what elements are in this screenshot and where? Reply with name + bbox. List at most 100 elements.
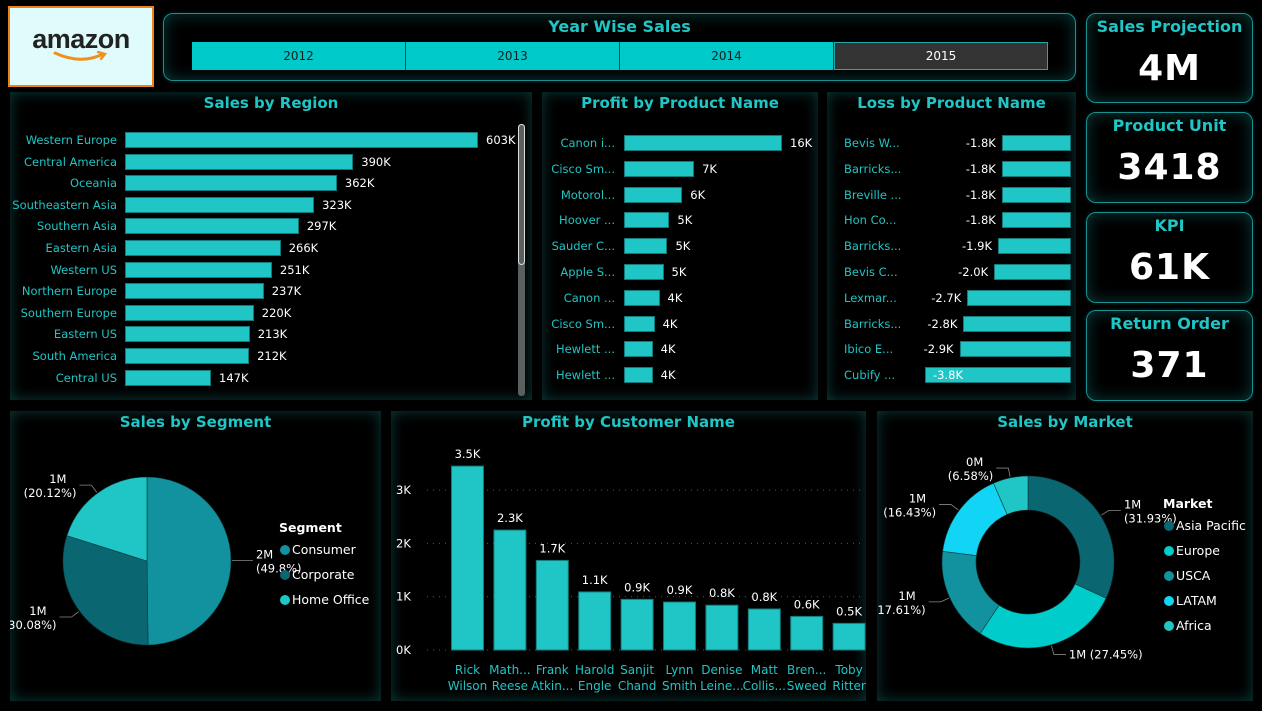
bar[interactable] <box>624 367 653 384</box>
bar[interactable] <box>125 196 315 213</box>
bar-row[interactable]: Barricks... -2.8K <box>827 314 1072 335</box>
bar-row[interactable]: Bevis W... -1.8K <box>827 133 1072 154</box>
bar[interactable] <box>747 608 781 651</box>
legend-item[interactable]: USCA <box>1164 568 1211 583</box>
bar[interactable] <box>493 529 527 651</box>
legend-label: USCA <box>1176 568 1211 583</box>
bar[interactable] <box>624 160 695 177</box>
bar-row[interactable]: Lexmar... -2.7K <box>827 288 1072 309</box>
legend-item[interactable]: Europe <box>1164 543 1220 558</box>
bar-row[interactable]: Canon i... 16K <box>542 133 812 154</box>
bar-row[interactable]: Hewlett ... 4K <box>542 365 812 386</box>
bar[interactable] <box>967 289 1071 306</box>
bar[interactable] <box>963 315 1071 332</box>
bar[interactable] <box>624 238 668 255</box>
legend-item[interactable]: Asia Pacific <box>1164 518 1246 533</box>
scrollbar-thumb[interactable] <box>518 124 525 265</box>
bar-row[interactable]: Hon Co... -1.8K <box>827 210 1072 231</box>
bar[interactable] <box>959 341 1071 358</box>
bar[interactable] <box>624 264 664 280</box>
bar[interactable] <box>125 153 354 170</box>
bar[interactable] <box>451 465 484 651</box>
bar[interactable] <box>624 212 670 229</box>
bar-row[interactable]: Northern Europe 237K <box>10 281 515 302</box>
bar-row[interactable]: Barricks... -1.8K <box>827 159 1072 180</box>
bar[interactable] <box>125 369 212 386</box>
bar-row[interactable]: Oceania 362K <box>10 173 515 194</box>
bar[interactable] <box>1001 212 1071 229</box>
bar-row[interactable]: Cubify ... -3.8K <box>827 365 1072 386</box>
market-donut-svg: 1M(31.93%)1M (27.45%)1M(17.61%)1M(16.43%… <box>877 455 1246 661</box>
legend-item[interactable]: Corporate <box>280 567 355 582</box>
year-button-2012[interactable]: 2012 <box>192 42 406 70</box>
bar-row[interactable]: Hewlett ... 4K <box>542 339 812 360</box>
bar-row[interactable]: Apple S... 5K <box>542 262 812 283</box>
bar-value-label: 5K <box>677 213 693 228</box>
bar-row[interactable]: Southeastern Asia 323K <box>10 195 515 216</box>
bar[interactable] <box>790 615 824 651</box>
slice-latam[interactable] <box>942 482 1008 556</box>
bar-row[interactable]: Southern Asia 297K <box>10 216 515 237</box>
bar[interactable] <box>1001 160 1071 177</box>
bar[interactable] <box>125 240 281 256</box>
legend-item[interactable]: Africa <box>1164 618 1212 633</box>
bar[interactable] <box>125 132 478 148</box>
bar[interactable] <box>663 601 696 651</box>
bar[interactable] <box>535 559 569 651</box>
bar[interactable] <box>1001 186 1071 203</box>
year-button-2013[interactable]: 2013 <box>406 42 620 70</box>
slice-asia-pacific[interactable] <box>1027 475 1115 599</box>
bar-row[interactable]: Sauder C... 5K <box>542 236 812 257</box>
bar-row[interactable]: Bevis C... -2.0K <box>827 262 1072 283</box>
slice-africa[interactable] <box>993 475 1029 515</box>
bar-row[interactable]: Motorol... 6K <box>542 185 812 206</box>
slice-home-office[interactable] <box>66 476 148 562</box>
slice-europe[interactable] <box>979 583 1107 649</box>
slice-consumer[interactable] <box>146 476 232 646</box>
bar-row[interactable]: Barricks... -1.9K <box>827 236 1072 257</box>
slice-corporate[interactable] <box>62 535 149 646</box>
bar[interactable] <box>832 622 866 651</box>
bar-row[interactable]: Western US 251K <box>10 260 515 281</box>
bar-row[interactable]: South America 212K <box>10 346 515 367</box>
bar-row[interactable]: Eastern US 213K <box>10 324 515 345</box>
bar[interactable] <box>624 186 683 203</box>
bar[interactable] <box>624 135 782 151</box>
bar-row[interactable]: Central America 390K <box>10 152 515 173</box>
bar[interactable] <box>125 175 337 192</box>
bar-row[interactable]: Western Europe 603K <box>10 130 516 151</box>
bar-row[interactable]: Ibico E... -2.9K <box>827 339 1072 360</box>
bar[interactable] <box>705 604 739 651</box>
bar[interactable] <box>125 218 299 235</box>
bar-row[interactable]: Southern Europe 220K <box>10 303 515 324</box>
bar[interactable] <box>125 283 264 300</box>
year-button-2014[interactable]: 2014 <box>620 42 834 70</box>
bar[interactable] <box>578 591 612 651</box>
bar-row[interactable]: Cisco Sm... 7K <box>542 159 812 180</box>
bar[interactable] <box>125 261 272 278</box>
bar-row[interactable]: Canon ... 4K <box>542 288 812 309</box>
bar-row[interactable]: Breville ... -1.8K <box>827 185 1072 206</box>
year-button-2015[interactable]: 2015 <box>834 42 1048 70</box>
bar[interactable] <box>125 326 250 343</box>
bar[interactable] <box>925 367 1071 384</box>
bar[interactable] <box>994 264 1071 280</box>
bar[interactable] <box>624 315 655 332</box>
bar[interactable] <box>620 598 654 651</box>
bar[interactable] <box>125 304 254 321</box>
bar-row[interactable]: Eastern Asia 266K <box>10 238 515 259</box>
legend-item[interactable]: Home Office <box>280 592 370 607</box>
bar-row[interactable]: Cisco Sm... 4K <box>542 314 812 335</box>
bar-row[interactable]: Hoover ... 5K <box>542 210 812 231</box>
legend-item[interactable]: LATAM <box>1164 593 1217 608</box>
bar[interactable] <box>1001 135 1071 151</box>
bar[interactable] <box>624 341 653 358</box>
bar[interactable] <box>624 289 660 306</box>
bar[interactable] <box>125 348 250 364</box>
bar-row[interactable]: Central US 147K <box>10 368 515 389</box>
x-category-label: Leine... <box>700 679 744 693</box>
bar[interactable] <box>998 238 1071 255</box>
legend-item[interactable]: Consumer <box>280 542 357 557</box>
region-chart-scrollbar[interactable] <box>518 124 525 396</box>
bar-category-label: Cisco Sm... <box>551 161 615 176</box>
